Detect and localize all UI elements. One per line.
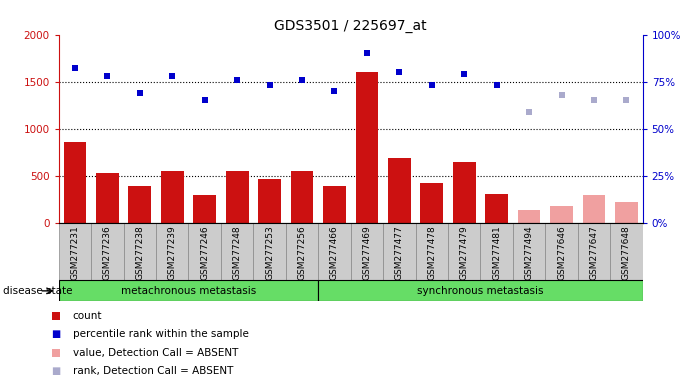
Bar bbox=[388, 158, 410, 223]
Bar bbox=[64, 142, 86, 223]
Bar bbox=[91, 223, 124, 280]
Bar bbox=[286, 223, 319, 280]
Text: disease state: disease state bbox=[3, 286, 73, 296]
Bar bbox=[453, 162, 475, 223]
Text: ■: ■ bbox=[51, 329, 61, 339]
Bar bbox=[550, 206, 573, 223]
Text: ■: ■ bbox=[51, 366, 61, 376]
Text: value, Detection Call = ABSENT: value, Detection Call = ABSENT bbox=[73, 348, 238, 358]
Bar bbox=[518, 210, 540, 223]
Text: count: count bbox=[73, 311, 102, 321]
Text: GSM277494: GSM277494 bbox=[524, 226, 533, 280]
Bar bbox=[545, 223, 578, 280]
Text: GSM277648: GSM277648 bbox=[622, 226, 631, 280]
Bar bbox=[319, 280, 643, 301]
Bar bbox=[610, 223, 643, 280]
Bar bbox=[480, 223, 513, 280]
Text: GDS3501 / 225697_at: GDS3501 / 225697_at bbox=[274, 19, 427, 33]
Text: GSM277256: GSM277256 bbox=[298, 226, 307, 280]
Bar bbox=[415, 223, 448, 280]
Text: GSM277646: GSM277646 bbox=[557, 226, 566, 280]
Text: synchronous metastasis: synchronous metastasis bbox=[417, 286, 544, 296]
Bar bbox=[221, 223, 254, 280]
Bar bbox=[258, 179, 281, 223]
Text: GSM277647: GSM277647 bbox=[589, 226, 598, 280]
Bar bbox=[189, 223, 221, 280]
Text: GSM277466: GSM277466 bbox=[330, 226, 339, 280]
Bar bbox=[129, 187, 151, 223]
Bar bbox=[226, 170, 249, 223]
Bar bbox=[448, 223, 480, 280]
Text: rank, Detection Call = ABSENT: rank, Detection Call = ABSENT bbox=[73, 366, 233, 376]
Bar bbox=[319, 223, 350, 280]
Bar bbox=[420, 183, 443, 223]
Bar bbox=[254, 223, 286, 280]
Bar bbox=[383, 223, 415, 280]
Bar bbox=[96, 173, 119, 223]
Bar bbox=[59, 223, 91, 280]
Text: GSM277239: GSM277239 bbox=[168, 226, 177, 280]
Text: GSM277477: GSM277477 bbox=[395, 226, 404, 280]
Text: metachronous metastasis: metachronous metastasis bbox=[121, 286, 256, 296]
Text: GSM277248: GSM277248 bbox=[233, 226, 242, 280]
Text: GSM277479: GSM277479 bbox=[460, 226, 468, 280]
Bar bbox=[615, 202, 638, 223]
Text: GSM277231: GSM277231 bbox=[70, 226, 79, 280]
Bar bbox=[161, 170, 184, 223]
Text: GSM277481: GSM277481 bbox=[492, 226, 501, 280]
Bar bbox=[356, 72, 378, 223]
Text: GSM277478: GSM277478 bbox=[427, 226, 436, 280]
Bar bbox=[350, 223, 383, 280]
Text: GSM277246: GSM277246 bbox=[200, 226, 209, 280]
Bar bbox=[291, 170, 314, 223]
Bar bbox=[124, 223, 156, 280]
Bar bbox=[583, 195, 605, 223]
Bar bbox=[578, 223, 610, 280]
Text: percentile rank within the sample: percentile rank within the sample bbox=[73, 329, 249, 339]
Bar bbox=[59, 280, 319, 301]
Bar bbox=[193, 195, 216, 223]
Text: GSM277238: GSM277238 bbox=[135, 226, 144, 280]
Bar bbox=[485, 194, 508, 223]
Bar bbox=[323, 187, 346, 223]
Bar bbox=[513, 223, 545, 280]
Bar bbox=[156, 223, 189, 280]
Text: GSM277236: GSM277236 bbox=[103, 226, 112, 280]
Text: GSM277469: GSM277469 bbox=[362, 226, 371, 280]
Text: GSM277253: GSM277253 bbox=[265, 226, 274, 280]
